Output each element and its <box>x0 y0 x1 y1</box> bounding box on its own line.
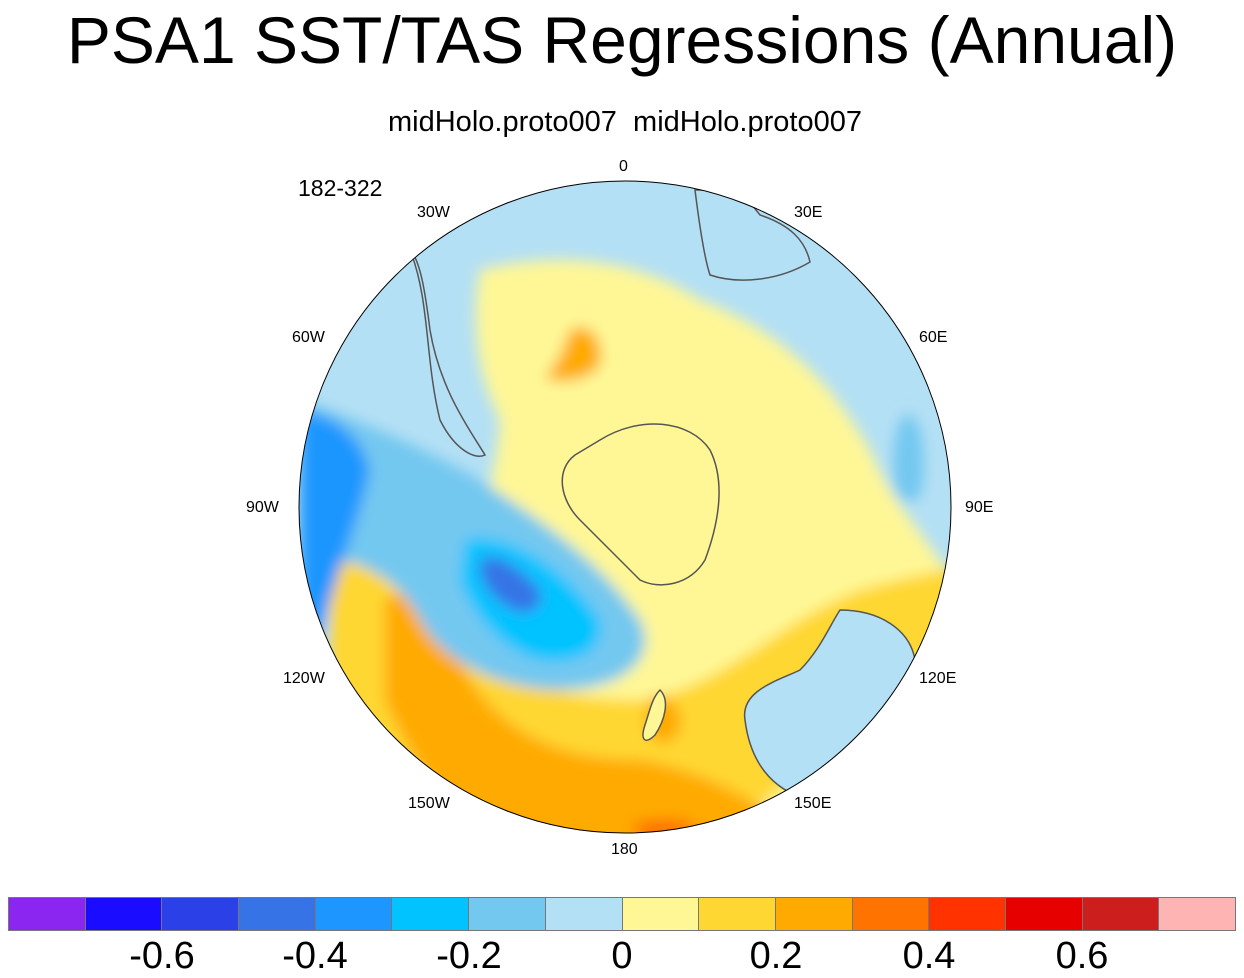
colorbar-swatch-15 <box>1159 898 1235 930</box>
lon-label-150w: 150W <box>408 795 450 812</box>
field-blue-west <box>300 410 370 650</box>
year-range-label: 182-322 <box>298 175 383 201</box>
colorbar-label-0.6: 0.6 <box>1055 935 1109 977</box>
antarctica-coast <box>561 423 720 586</box>
colorbar-swatch-0 <box>9 898 86 930</box>
new-zealand-land <box>642 688 667 741</box>
colorbar-swatch-8 <box>622 898 700 930</box>
colorbar-label-0.4: 0.4 <box>902 935 956 977</box>
colorbar-swatch-10 <box>775 898 853 930</box>
colorbar-swatch-1 <box>85 898 163 930</box>
map-border <box>298 180 952 834</box>
colorbar-swatch-14 <box>1082 898 1160 930</box>
lon-label-90w: 90W <box>246 499 279 516</box>
colorbar <box>8 897 1236 931</box>
field-orange-region <box>385 594 790 833</box>
colorbar-swatch-4 <box>315 898 393 930</box>
colorbar-swatch-6 <box>469 898 546 930</box>
lon-label-120e: 120E <box>919 670 957 687</box>
lon-label-90e: 90E <box>965 499 994 516</box>
colorbar-swatch-2 <box>162 898 240 930</box>
lon-label-60e: 60E <box>919 329 948 346</box>
field-light-blue-east <box>892 414 925 503</box>
africa-land <box>694 189 811 281</box>
colorbar-label-0.2: 0.2 <box>749 935 803 977</box>
map-field <box>299 181 951 833</box>
south-america-land <box>409 249 487 457</box>
colorbar-swatch-9 <box>699 898 776 930</box>
colorbar-swatch-7 <box>545 898 623 930</box>
colorbar-swatch-5 <box>392 898 470 930</box>
subtitle: midHolo.proto007 midHolo.proto007 <box>388 106 862 138</box>
colorbar-label-neg0.6: -0.6 <box>129 935 195 977</box>
lon-label-150e: 150E <box>794 795 832 812</box>
lon-label-30w: 30W <box>417 204 450 221</box>
lon-label-120w: 120W <box>283 670 325 687</box>
lon-label-0: 0 <box>619 158 628 175</box>
lon-label-30e: 30E <box>794 204 823 221</box>
page-title: PSA1 SST/TAS Regressions (Annual) <box>66 3 1178 77</box>
colorbar-label-0: 0 <box>611 935 633 977</box>
lon-label-180: 180 <box>611 841 638 858</box>
colorbar-label-neg0.2: -0.2 <box>436 935 502 977</box>
colorbar-swatch-3 <box>239 898 316 930</box>
field-dark-blue-spot <box>479 557 541 613</box>
colorbar-label-neg0.4: -0.4 <box>282 935 348 977</box>
lon-label-60w: 60W <box>292 329 325 346</box>
colorbar-swatch-13 <box>1005 898 1083 930</box>
field-orange-lobe <box>545 327 601 382</box>
colorbar-swatch-11 <box>852 898 930 930</box>
colorbar-swatch-12 <box>929 898 1006 930</box>
